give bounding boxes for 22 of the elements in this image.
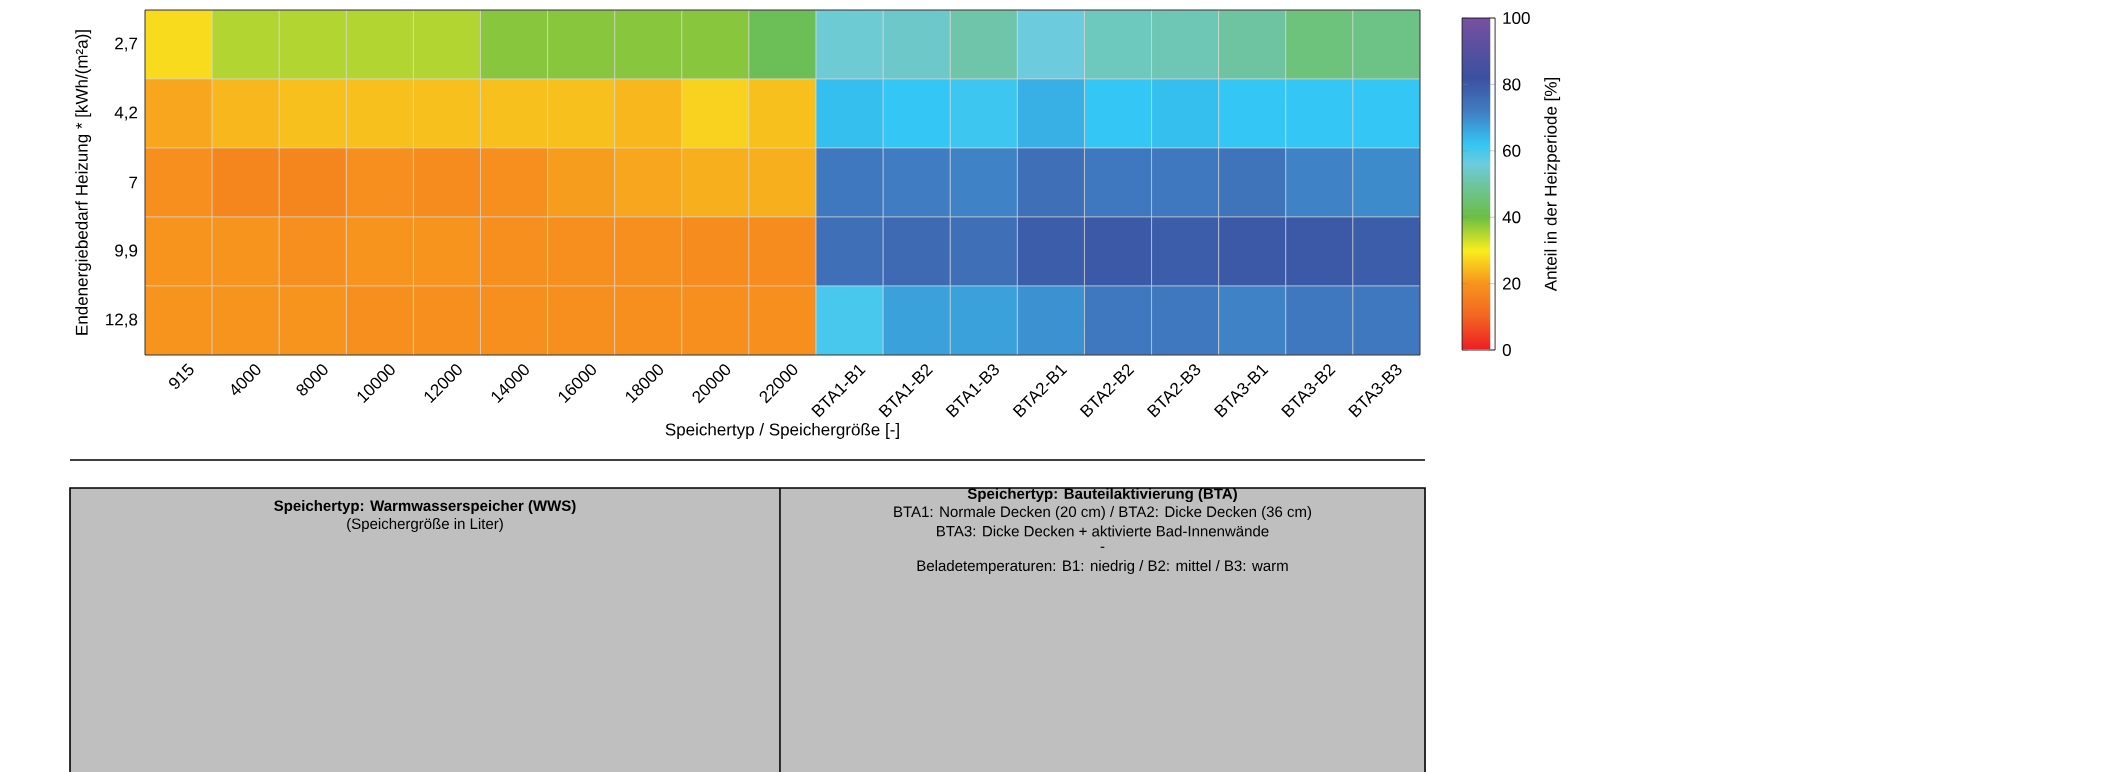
- x-tick-label: 915: [169, 363, 194, 389]
- color-bar-label: 100: [1503, 12, 1530, 25]
- y-tick-label: 9,9: [115, 244, 138, 259]
- color-bar-label: 40: [1502, 211, 1521, 224]
- color-bar-label: 60: [1503, 144, 1521, 157]
- color-bar-title: Anteil in der Heizperiode [%]: [1544, 78, 1561, 292]
- y-axis-title: Endenergiebedarf Heizung * [kWh/(m²a)]: [75, 30, 92, 335]
- text: BTA3: Dicke Decken + aktivierte Bad-Innenwände: [937, 525, 1269, 537]
- text: BTA1: Normale Decken (20 cm) / BTA2: Dicke Decken (36 cm): [894, 506, 1312, 520]
- y-tick-label: 2,7: [115, 37, 138, 52]
- text: (Speichergröße in Liter): [347, 518, 503, 532]
- x-axis-title: Speichertyp / Speichergröße [-]: [665, 423, 899, 439]
- text: Beladetemperaturen: B1: niedrig / B2: mittel / B3: warm: [917, 560, 1288, 574]
- text: Speichertyp: Warmwasserspeicher (WWS): [274, 500, 576, 514]
- y-tick-label: 7: [129, 176, 138, 189]
- y-tick-label: 12,8: [106, 313, 138, 328]
- color-bar-label: 80: [1502, 78, 1521, 91]
- text: -: [1100, 546, 1105, 548]
- text: Speichertyp: Bauteilaktivierung (BTA): [967, 487, 1237, 503]
- y-tick-label: 4,2: [114, 106, 138, 121]
- color-bar-label: 0: [1502, 344, 1511, 357]
- color-bar-label: 20: [1502, 277, 1521, 290]
